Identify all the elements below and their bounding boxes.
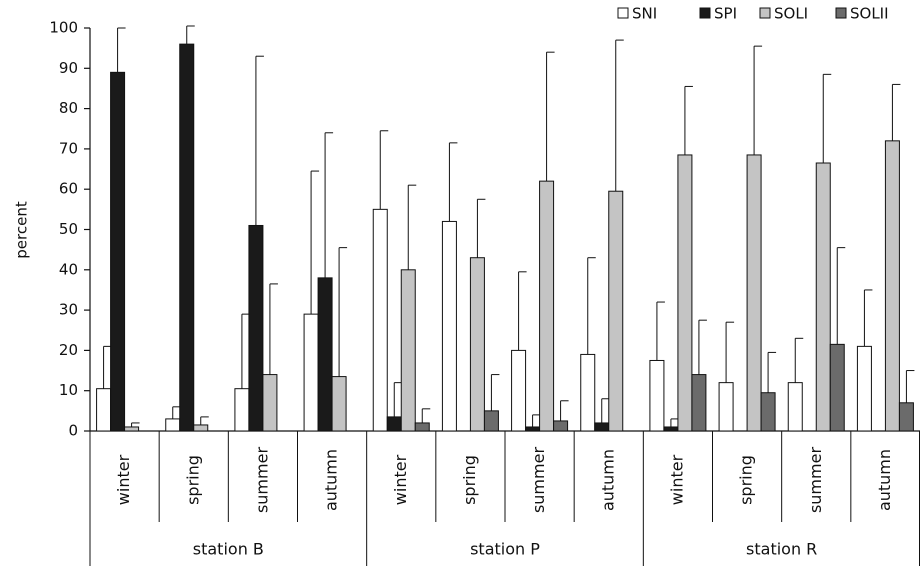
bar [829,343,845,432]
y-axis-label: percent [13,201,31,259]
x-tick-label: winter [667,454,686,505]
x-tick-label: spring [183,455,202,505]
bar [262,374,278,432]
bar [469,257,485,432]
group-label: station R [746,540,817,559]
legend-swatch [699,7,711,19]
bar [594,422,610,432]
y-tick-label: 80 [59,99,78,117]
x-tick-label: summer [806,447,825,513]
legend-swatch [617,7,629,19]
bar [539,180,555,432]
y-tick-label: 60 [59,180,78,198]
bar [124,426,140,432]
y-tick-label: 70 [59,139,78,157]
bar [234,388,250,432]
group-label: station B [193,540,264,559]
y-tick-label: 90 [59,59,78,77]
bar [441,220,457,432]
bar [372,208,388,432]
y-tick-label: 40 [59,260,78,278]
x-tick-label: autumn [875,449,894,511]
x-tick-label: spring [460,455,479,505]
bar [414,422,430,432]
bar [511,349,527,432]
bar [691,374,707,432]
bar [898,402,914,432]
legend-label: SOLII [850,5,889,23]
legend-label: SNI [632,5,657,23]
bar [96,388,112,432]
bar [787,382,803,432]
x-tick-label: summer [252,447,271,513]
bar [483,410,499,432]
bar [815,162,831,432]
bar [746,154,762,432]
bar [608,190,624,432]
bar [677,154,693,432]
bar [663,426,679,432]
bar [179,43,195,432]
y-tick-label: 100 [49,19,78,37]
bar [718,382,734,432]
x-tick-label: autumn [598,449,617,511]
y-tick-label: 0 [68,422,78,440]
bar [553,420,569,432]
group-label: station P [470,540,540,559]
legend-label: SPI [714,5,737,23]
bar [884,140,900,432]
y-tick-label: 50 [59,220,78,238]
bar [303,313,319,432]
y-tick-label: 20 [59,341,78,359]
y-tick-label: 10 [59,381,78,399]
bar [317,277,333,432]
bar [110,71,126,432]
x-tick-label: winter [114,454,133,505]
bar [760,392,776,432]
x-tick-label: autumn [322,449,341,511]
x-tick-label: summer [529,447,548,513]
bar [649,359,665,432]
bar [248,224,264,432]
bar [580,353,596,432]
bar [331,376,347,432]
x-tick-label: spring [737,455,756,505]
x-tick-label: winter [391,454,410,505]
bar [400,269,416,432]
bar [525,426,541,432]
legend-label: SOLI [774,5,808,23]
y-tick-label: 30 [59,301,78,319]
legend-swatch [835,7,847,19]
legend-swatch [759,7,771,19]
bar [856,345,872,432]
bar [165,418,181,432]
bar [386,416,402,432]
bar [193,424,209,432]
